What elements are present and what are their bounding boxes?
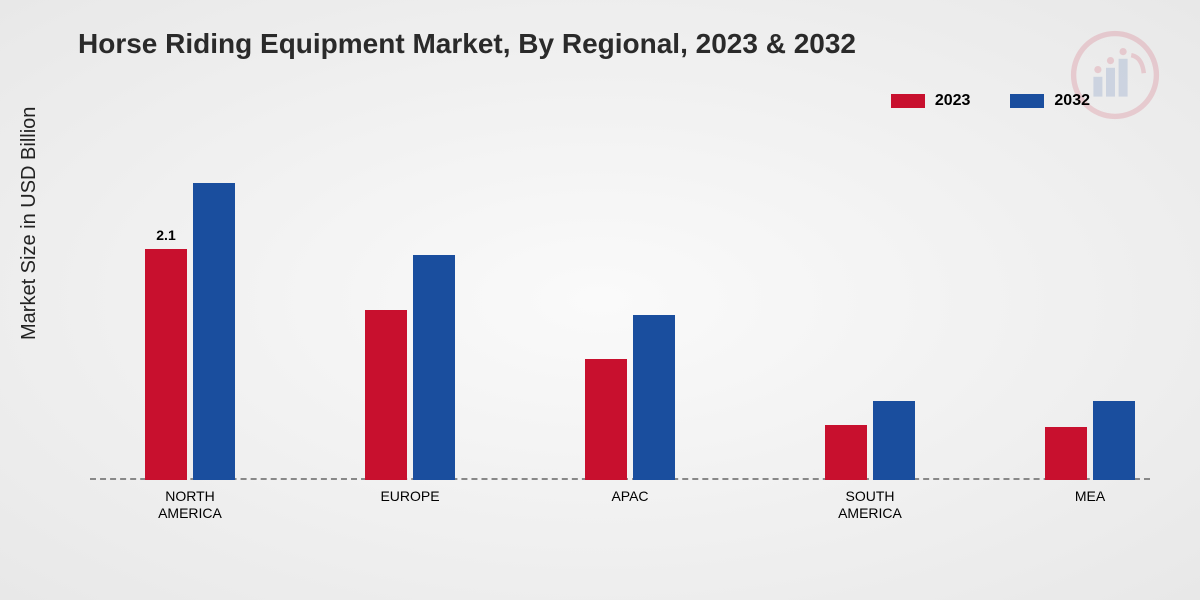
legend-item-2032: 2032 <box>1010 92 1090 110</box>
bar-group: 2.1NORTHAMERICA <box>130 183 250 480</box>
bar-group: APAC <box>570 315 690 480</box>
bar <box>193 183 235 480</box>
legend-swatch-2023 <box>891 94 925 108</box>
legend: 2023 2032 <box>891 92 1090 110</box>
bar <box>1045 427 1087 480</box>
bar <box>1093 401 1135 480</box>
chart-title: Horse Riding Equipment Market, By Region… <box>78 28 856 60</box>
bar-group: MEA <box>1030 401 1150 480</box>
bar-group: SOUTHAMERICA <box>810 401 930 480</box>
legend-swatch-2032 <box>1010 94 1044 108</box>
bar: 2.1 <box>145 249 187 480</box>
y-axis-label: Market Size in USD Billion <box>18 107 41 340</box>
bar-group: EUROPE <box>350 255 470 481</box>
bar <box>413 255 455 481</box>
legend-label-2032: 2032 <box>1054 92 1090 110</box>
x-axis-category-label: NORTHAMERICA <box>120 488 260 522</box>
bar <box>633 315 675 480</box>
x-axis-category-label: APAC <box>560 488 700 505</box>
x-axis-category-label: EUROPE <box>340 488 480 505</box>
bar <box>825 425 867 480</box>
legend-label-2023: 2023 <box>935 92 971 110</box>
x-axis-category-label: MEA <box>1020 488 1160 505</box>
legend-item-2023: 2023 <box>891 92 971 110</box>
x-axis-category-label: SOUTHAMERICA <box>800 488 940 522</box>
plot-area: 2.1NORTHAMERICA EUROPE APAC SOUTHAMERICA MEA <box>90 150 1150 480</box>
bar <box>873 401 915 480</box>
bar-data-label: 2.1 <box>156 227 175 243</box>
bar <box>585 359 627 480</box>
bar <box>365 310 407 481</box>
